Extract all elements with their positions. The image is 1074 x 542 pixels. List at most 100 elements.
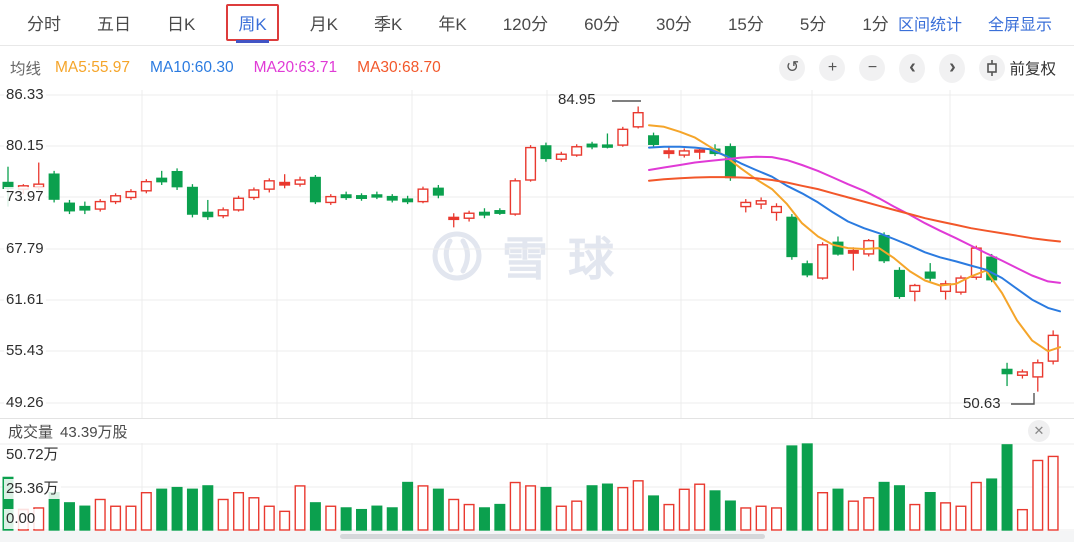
candle-3[interactable] (48, 173, 60, 200)
candle-16[interactable] (248, 189, 260, 199)
volume-bar-48[interactable] (740, 507, 752, 531)
candle-62[interactable] (955, 277, 967, 293)
volume-bar-28[interactable] (432, 488, 444, 531)
candle-50[interactable] (771, 205, 783, 214)
volume-bar-47[interactable] (724, 500, 736, 531)
candle-26[interactable] (402, 198, 414, 203)
volume-bar-34[interactable] (525, 485, 537, 531)
volume-bar-23[interactable] (356, 508, 368, 531)
volume-bar-27[interactable] (417, 485, 429, 531)
volume-bar-51[interactable] (786, 445, 798, 531)
volume-bar-54[interactable] (832, 488, 844, 531)
candle-55[interactable] (847, 249, 859, 254)
volume-bar-10[interactable] (156, 488, 168, 531)
volume-bar-7[interactable] (110, 505, 122, 531)
volume-bar-35[interactable] (540, 486, 552, 531)
volume-bar-12[interactable] (186, 488, 198, 531)
volume-bar-66[interactable] (1016, 508, 1028, 531)
volume-bar-59[interactable] (909, 503, 921, 531)
candle-54[interactable] (832, 241, 844, 255)
candle-4[interactable] (63, 202, 75, 212)
volume-bar-20[interactable] (309, 502, 321, 531)
volume-bar-41[interactable] (632, 480, 644, 531)
candle-style-icon[interactable] (979, 55, 1006, 81)
candle-44[interactable] (678, 150, 690, 156)
volume-bar-68[interactable] (1047, 455, 1059, 531)
volume-bar-50[interactable] (771, 507, 783, 531)
candle-8[interactable] (125, 190, 137, 199)
volume-bar-11[interactable] (171, 486, 183, 531)
candle-18[interactable] (279, 181, 291, 186)
candle-20[interactable] (309, 176, 321, 203)
volume-bar-29[interactable] (448, 498, 460, 531)
prev-icon[interactable]: ‹ (899, 53, 926, 83)
candle-14[interactable] (217, 209, 229, 217)
tab-8[interactable]: 60分 (584, 15, 621, 34)
candle-36[interactable] (555, 153, 567, 160)
volume-bar-14[interactable] (217, 498, 229, 531)
candle-33[interactable] (509, 180, 521, 215)
volume-bar-40[interactable] (617, 486, 629, 531)
volume-bar-13[interactable] (202, 485, 214, 531)
volume-bar-49[interactable] (755, 505, 767, 531)
candle-41[interactable] (632, 111, 644, 128)
volume-bar-64[interactable] (986, 478, 998, 531)
candle-35[interactable] (540, 145, 552, 160)
chart-scrollbar-track[interactable] (0, 531, 1074, 542)
tab-11[interactable]: 5分 (799, 15, 827, 34)
volume-bar-45[interactable] (694, 483, 706, 531)
volume-bar-8[interactable] (125, 505, 137, 531)
candle-5[interactable] (79, 205, 91, 211)
zoom-out-icon[interactable]: − (859, 55, 886, 81)
volume-bar-24[interactable] (371, 505, 383, 531)
chart-scrollbar-thumb[interactable] (340, 534, 765, 539)
candle-43[interactable] (663, 150, 675, 155)
volume-bar-4[interactable] (63, 502, 75, 531)
volume-bar-46[interactable] (709, 490, 721, 531)
volume-bar-39[interactable] (601, 483, 613, 531)
candle-37[interactable] (571, 146, 583, 156)
volume-bar-53[interactable] (817, 491, 829, 531)
volume-bar-32[interactable] (494, 503, 506, 531)
volume-bar-21[interactable] (325, 505, 337, 531)
tab-12[interactable]: 1分 (862, 15, 889, 34)
tab-6[interactable]: 年K (438, 15, 467, 34)
candle-31[interactable] (478, 211, 490, 216)
volume-bar-60[interactable] (924, 491, 936, 531)
candle-39[interactable] (601, 144, 613, 148)
candle-11[interactable] (171, 170, 183, 188)
tab-5[interactable]: 季K (374, 15, 403, 34)
tab-10[interactable]: 15分 (727, 15, 764, 34)
adjust-mode-label[interactable]: 前复权 (1009, 61, 1056, 78)
volume-bar-0[interactable] (2, 476, 14, 531)
volume-bar-6[interactable] (94, 498, 106, 531)
candle-53[interactable] (817, 244, 829, 279)
volume-bar-57[interactable] (878, 481, 890, 531)
candle-22[interactable] (340, 194, 352, 199)
tab-0[interactable]: 分时 (27, 15, 61, 34)
link-1[interactable]: 全屏显示 (987, 16, 1052, 34)
candle-24[interactable] (371, 194, 383, 198)
candle-61[interactable] (940, 283, 952, 293)
volume-bar-30[interactable] (463, 503, 475, 531)
candle-56[interactable] (863, 239, 875, 255)
candle-12[interactable] (186, 186, 198, 215)
volume-bar-19[interactable] (294, 485, 306, 531)
tab-1[interactable]: 五日 (97, 15, 131, 34)
volume-bar-17[interactable] (263, 505, 275, 531)
volume-bar-63[interactable] (970, 481, 982, 531)
candle-17[interactable] (263, 180, 275, 190)
candle-64[interactable] (986, 256, 998, 281)
candle-49[interactable] (755, 200, 767, 205)
volume-bar-37[interactable] (571, 500, 583, 531)
volume-bar-58[interactable] (893, 485, 905, 531)
volume-bar-15[interactable] (233, 491, 245, 531)
volume-bar-9[interactable] (140, 491, 152, 531)
close-icon[interactable]: ✕ (1028, 420, 1050, 442)
tab-2[interactable]: 日K (167, 15, 196, 34)
volume-bar-44[interactable] (678, 488, 690, 531)
candle-32[interactable] (494, 210, 506, 214)
candle-67[interactable] (1032, 362, 1044, 378)
candle-42[interactable] (648, 135, 660, 145)
